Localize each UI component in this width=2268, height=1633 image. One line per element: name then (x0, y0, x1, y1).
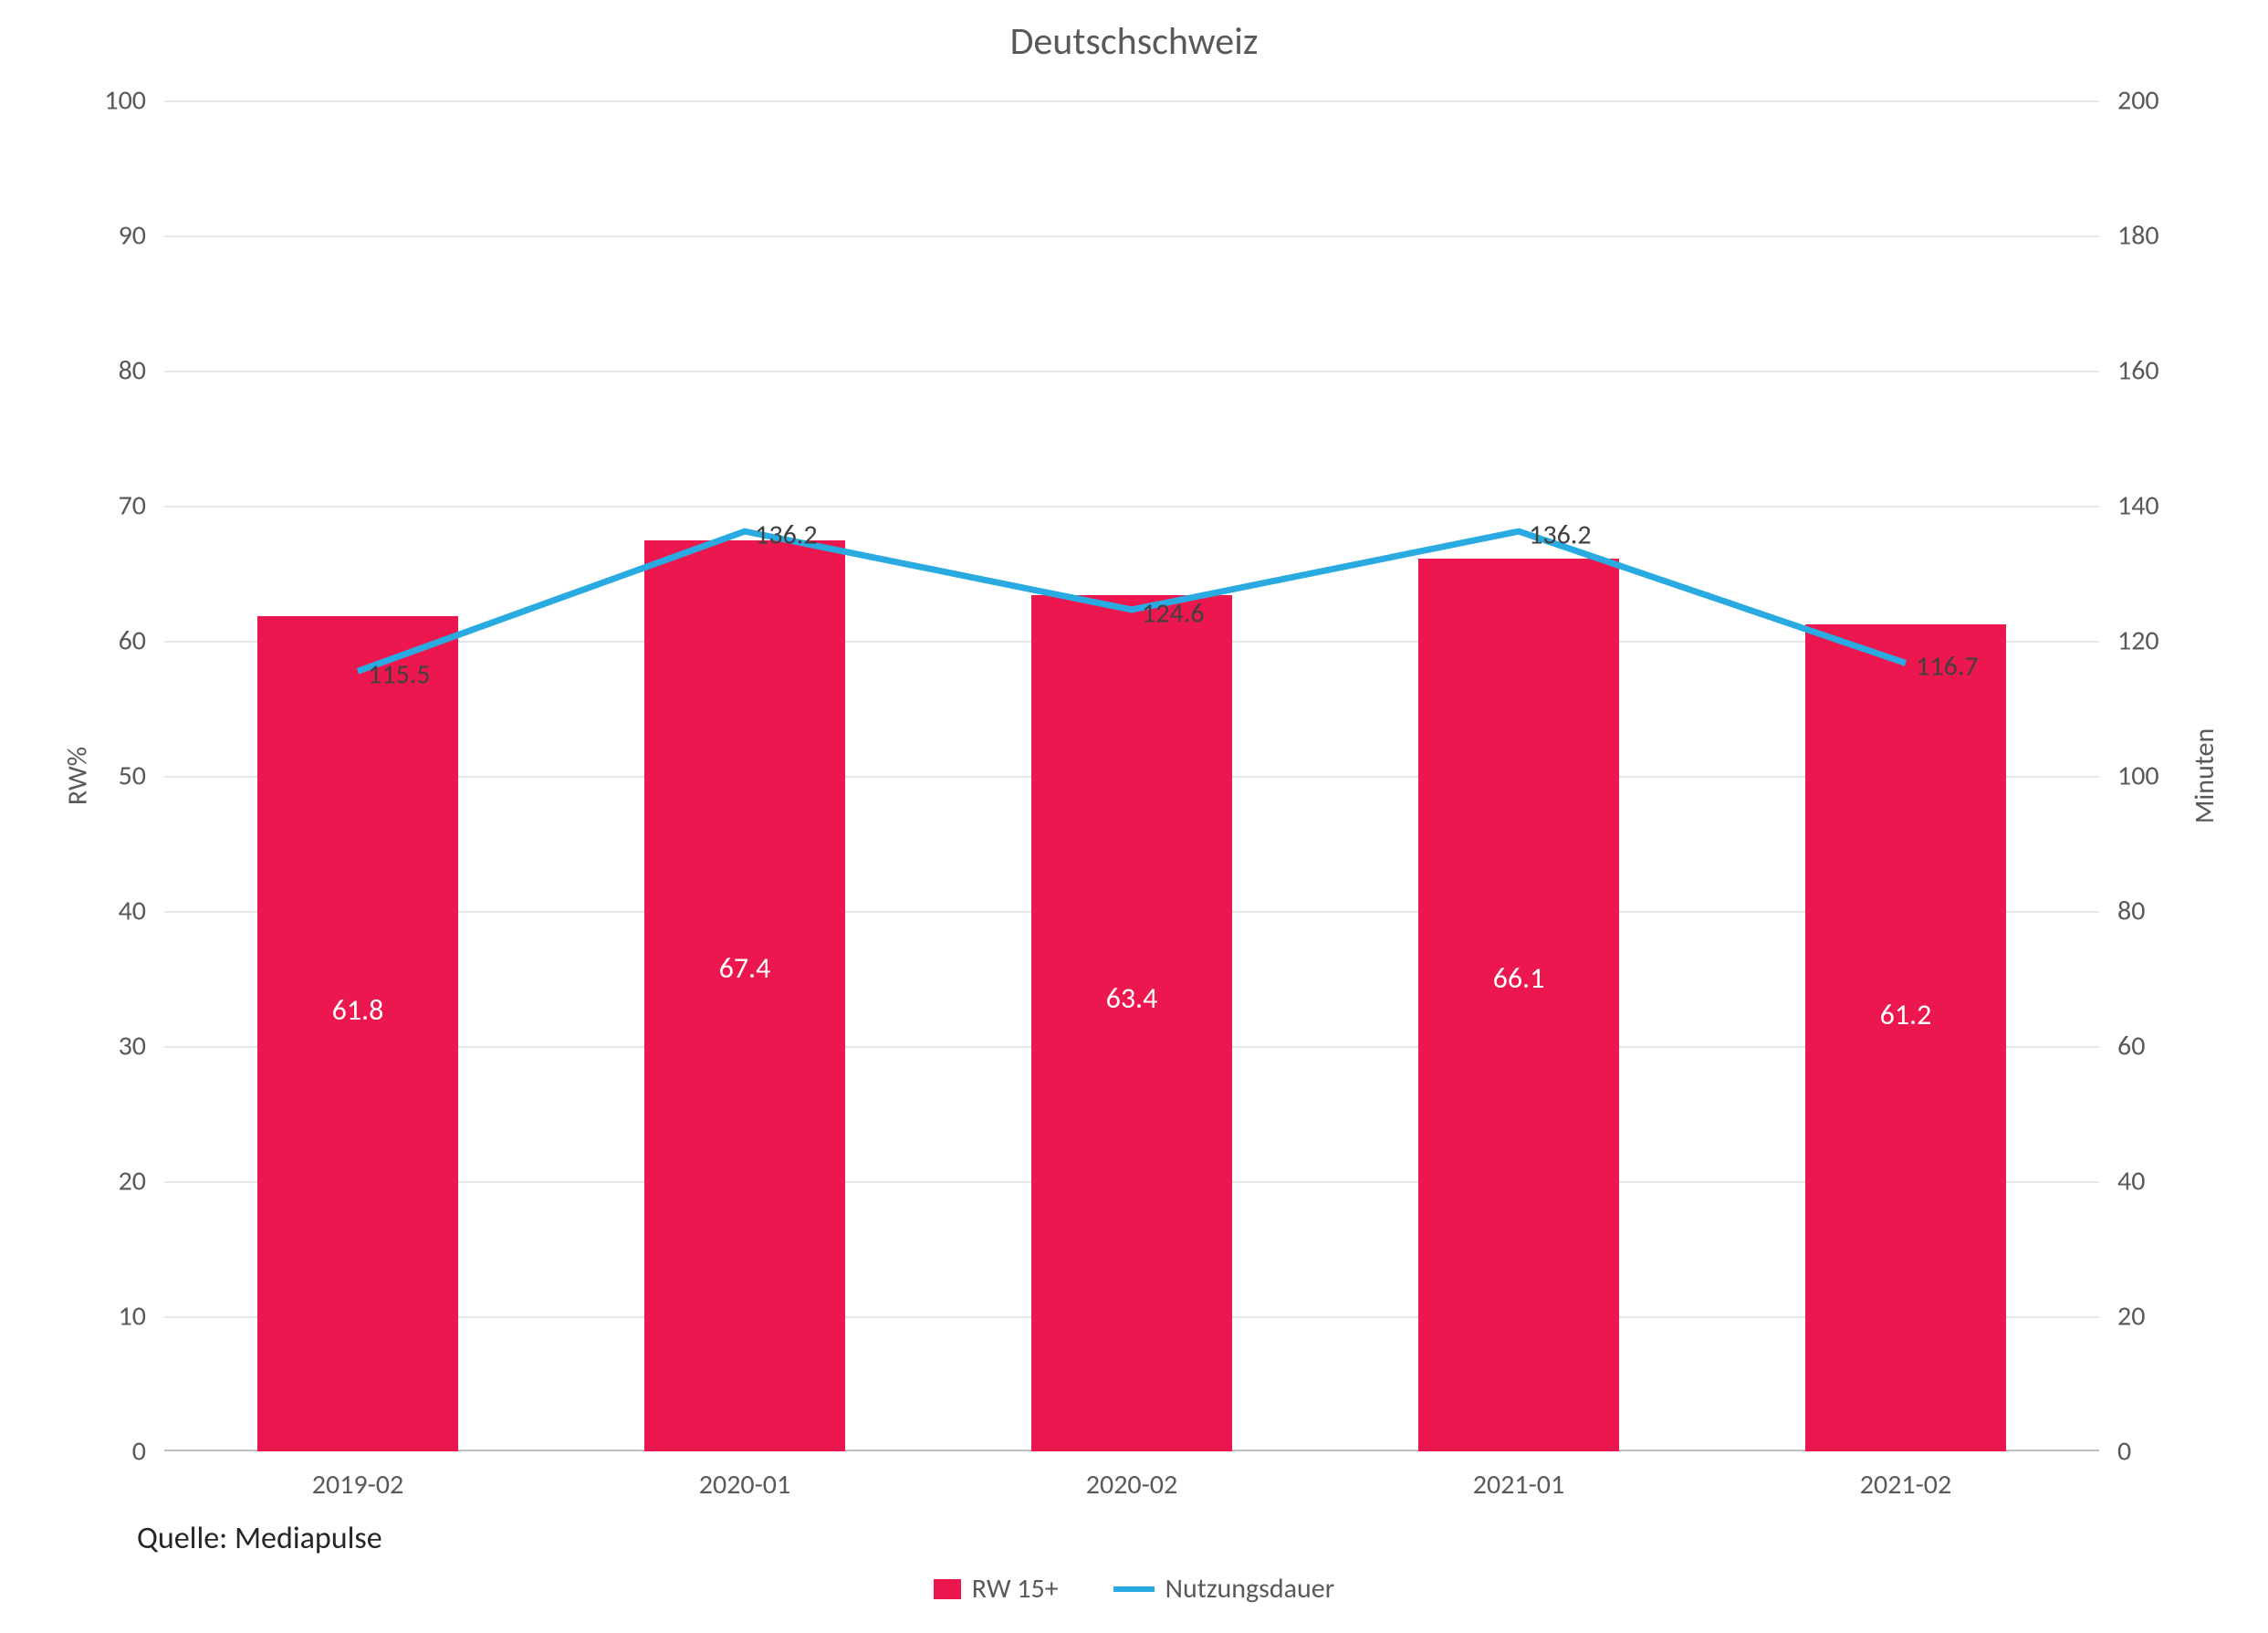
legend-swatch-bar (934, 1579, 961, 1599)
source-label: Quelle: Mediapulse (137, 1520, 382, 1557)
y-right-tick: 20 (2099, 1300, 2145, 1334)
line-value-label: 116.7 (1916, 650, 1978, 684)
y-right-tick: 160 (2099, 354, 2159, 388)
y-left-tick: 80 (119, 354, 164, 388)
y-right-tick: 80 (2099, 895, 2145, 928)
legend-swatch-line (1113, 1586, 1155, 1592)
y-left-tick: 60 (119, 624, 164, 658)
y-left-tick: 10 (119, 1300, 164, 1334)
line-value-label: 136.2 (1529, 518, 1591, 552)
y-right-label: Minuten (2188, 728, 2221, 823)
plot-area: 0102030405060708090100020406080100120140… (164, 100, 2099, 1451)
y-right-tick: 140 (2099, 489, 2159, 523)
x-tick: 2021-02 (1860, 1451, 1951, 1502)
y-right-tick: 60 (2099, 1030, 2145, 1063)
legend-label-line: Nutzungsdauer (1165, 1572, 1335, 1606)
line-value-label: 115.5 (368, 658, 430, 692)
y-right-tick: 120 (2099, 624, 2159, 658)
y-right-tick: 100 (2099, 759, 2159, 793)
line-value-label: 136.2 (755, 518, 817, 552)
x-tick: 2020-01 (699, 1451, 790, 1502)
y-left-tick: 70 (119, 489, 164, 523)
x-tick: 2021-01 (1473, 1451, 1564, 1502)
y-left-tick: 0 (132, 1435, 164, 1469)
y-left-tick: 50 (119, 759, 164, 793)
y-left-tick: 100 (104, 84, 164, 118)
legend-item-bars: RW 15+ (934, 1572, 1059, 1606)
x-tick: 2020-02 (1086, 1451, 1177, 1502)
y-left-label: RW% (61, 747, 95, 805)
chart-title: Deutschschweiz (0, 18, 2268, 65)
x-tick: 2019-02 (312, 1451, 403, 1502)
legend-item-line: Nutzungsdauer (1113, 1572, 1335, 1606)
y-right-tick: 0 (2099, 1435, 2131, 1469)
y-right-tick: 40 (2099, 1165, 2145, 1199)
y-left-tick: 40 (119, 895, 164, 928)
y-right-tick: 200 (2099, 84, 2159, 118)
chart-container: Deutschschweiz 0102030405060708090100020… (0, 0, 2268, 1633)
y-left-tick: 30 (119, 1030, 164, 1063)
y-left-tick: 90 (119, 219, 164, 253)
legend-label-bars: RW 15+ (972, 1572, 1059, 1606)
y-right-tick: 180 (2099, 219, 2159, 253)
legend: RW 15+ Nutzungsdauer (0, 1572, 2268, 1606)
line-value-label: 124.6 (1142, 597, 1204, 631)
line-series (164, 100, 2099, 1451)
y-left-tick: 20 (119, 1165, 164, 1199)
